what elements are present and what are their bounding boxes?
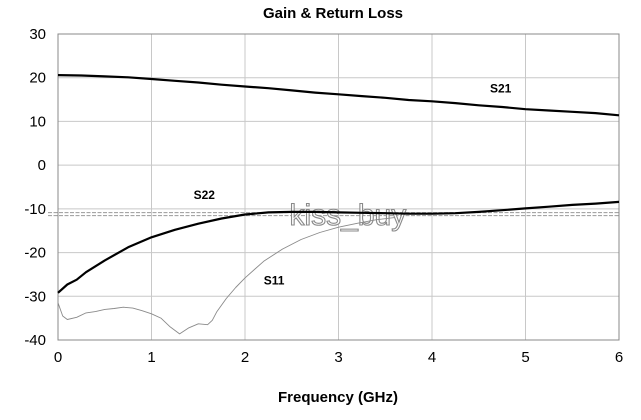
y-tick-label: 0 bbox=[38, 157, 46, 174]
grid bbox=[57, 33, 620, 341]
series-label-s21: S21 bbox=[490, 82, 512, 96]
x-tick-label: 0 bbox=[54, 349, 62, 366]
y-tick-label: -10 bbox=[24, 201, 46, 218]
x-tick-label: 2 bbox=[241, 349, 249, 366]
axes: 30 20 10 0 -10 -20 -30 -40 0 1 2 3 4 5 6 bbox=[24, 26, 623, 366]
chart-title: Gain & Return Loss bbox=[263, 5, 403, 22]
series-label-s22: S22 bbox=[194, 188, 216, 202]
series-line-s11 bbox=[57, 217, 395, 335]
x-tick-label: 1 bbox=[147, 349, 155, 366]
y-tick-label: -20 bbox=[24, 245, 46, 262]
series-line-s22 bbox=[57, 200, 620, 294]
x-axis-label: Frequency (GHz) bbox=[278, 389, 398, 406]
y-tick-label: -30 bbox=[24, 288, 46, 305]
y-tick-label: 10 bbox=[29, 113, 46, 130]
plot-border bbox=[57, 33, 620, 341]
y-tick-label: 20 bbox=[29, 70, 46, 87]
watermark: kiss_buy bbox=[48, 199, 619, 233]
x-tick-label: 5 bbox=[521, 349, 529, 366]
series-line-s21 bbox=[57, 74, 620, 117]
y-tick-label: -40 bbox=[24, 332, 46, 349]
series-label-s11: S11 bbox=[264, 273, 285, 287]
y-tick-label: 30 bbox=[29, 26, 46, 43]
series-lines bbox=[57, 74, 620, 335]
x-tick-label: 3 bbox=[334, 349, 342, 366]
x-tick-label: 6 bbox=[615, 349, 623, 366]
x-tick-label: 4 bbox=[428, 349, 436, 366]
watermark-text: kiss_buy bbox=[289, 199, 406, 232]
series-labels: S21 S22 S11 bbox=[194, 82, 512, 288]
